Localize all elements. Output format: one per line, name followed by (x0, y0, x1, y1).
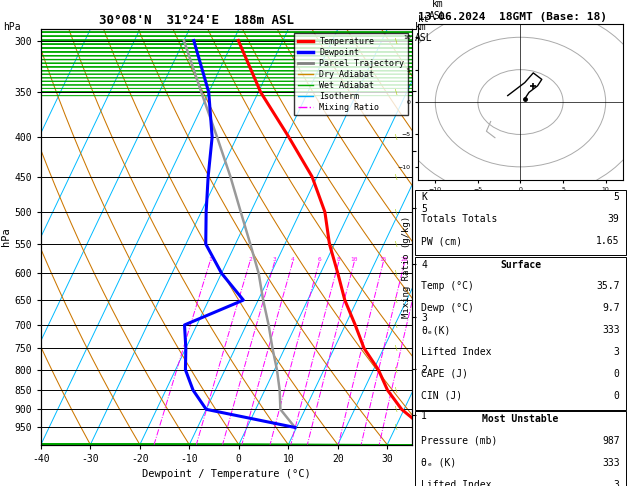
Text: 3: 3 (273, 257, 277, 262)
Text: θₑ(K): θₑ(K) (421, 325, 451, 335)
Text: 333: 333 (602, 458, 620, 468)
Text: 20: 20 (401, 257, 408, 262)
Y-axis label: hPa: hPa (1, 227, 11, 246)
Text: \: \ (395, 322, 398, 328)
Text: PW (cm): PW (cm) (421, 236, 462, 246)
Text: Most Unstable: Most Unstable (482, 414, 559, 424)
Text: hPa: hPa (3, 22, 21, 32)
Text: \: \ (395, 134, 398, 140)
Text: \: \ (395, 89, 398, 95)
Text: 6: 6 (318, 257, 321, 262)
Text: 1: 1 (208, 257, 212, 262)
Text: \: \ (395, 424, 398, 431)
Text: 0: 0 (614, 369, 620, 379)
Text: \: \ (395, 37, 398, 44)
X-axis label: Dewpoint / Temperature (°C): Dewpoint / Temperature (°C) (142, 469, 311, 479)
Text: 987: 987 (602, 436, 620, 446)
Text: 13.06.2024  18GMT (Base: 18): 13.06.2024 18GMT (Base: 18) (418, 12, 607, 22)
Text: Lifted Index: Lifted Index (421, 347, 492, 357)
Bar (415, 411, 626, 486)
Text: Totals Totals: Totals Totals (421, 214, 498, 225)
Text: CIN (J): CIN (J) (421, 391, 462, 401)
Text: 3: 3 (614, 347, 620, 357)
Text: Mixing Ratio (g/kg): Mixing Ratio (g/kg) (403, 216, 411, 318)
Legend: Temperature, Dewpoint, Parcel Trajectory, Dry Adiabat, Wet Adiabat, Isotherm, Mi: Temperature, Dewpoint, Parcel Trajectory… (294, 34, 408, 116)
Text: 39: 39 (608, 214, 620, 225)
Text: 9.7: 9.7 (602, 303, 620, 313)
Text: 4: 4 (291, 257, 294, 262)
Text: Surface: Surface (500, 260, 541, 270)
Text: \: \ (395, 297, 398, 303)
Text: 10: 10 (350, 257, 358, 262)
Text: 5: 5 (614, 192, 620, 203)
Text: km
ASL: km ASL (415, 22, 433, 43)
Bar (415, 190, 626, 255)
Text: \: \ (395, 270, 398, 276)
Text: \: \ (395, 209, 398, 215)
Text: 15: 15 (379, 257, 387, 262)
Text: \: \ (395, 241, 398, 247)
Text: 1.65: 1.65 (596, 236, 620, 246)
Text: 333: 333 (602, 325, 620, 335)
Text: 3: 3 (614, 480, 620, 486)
Text: Dewp (°C): Dewp (°C) (421, 303, 474, 313)
Text: \: \ (395, 387, 398, 393)
Text: CAPE (J): CAPE (J) (421, 369, 469, 379)
Text: \: \ (395, 406, 398, 412)
Text: Temp (°C): Temp (°C) (421, 281, 474, 292)
Text: \: \ (395, 367, 398, 373)
Text: θₑ (K): θₑ (K) (421, 458, 457, 468)
Text: km
ASL: km ASL (429, 0, 447, 21)
Text: 2: 2 (248, 257, 252, 262)
Text: K: K (421, 192, 427, 203)
Bar (415, 257, 626, 410)
Title: 30°08'N  31°24'E  188m ASL: 30°08'N 31°24'E 188m ASL (99, 14, 294, 27)
Text: Pressure (mb): Pressure (mb) (421, 436, 498, 446)
Text: 8: 8 (337, 257, 341, 262)
Text: \: \ (395, 345, 398, 351)
Text: 35.7: 35.7 (596, 281, 620, 292)
Text: kt: kt (418, 15, 429, 24)
Text: \: \ (395, 174, 398, 180)
Text: Lifted Index: Lifted Index (421, 480, 492, 486)
Text: 0: 0 (614, 391, 620, 401)
